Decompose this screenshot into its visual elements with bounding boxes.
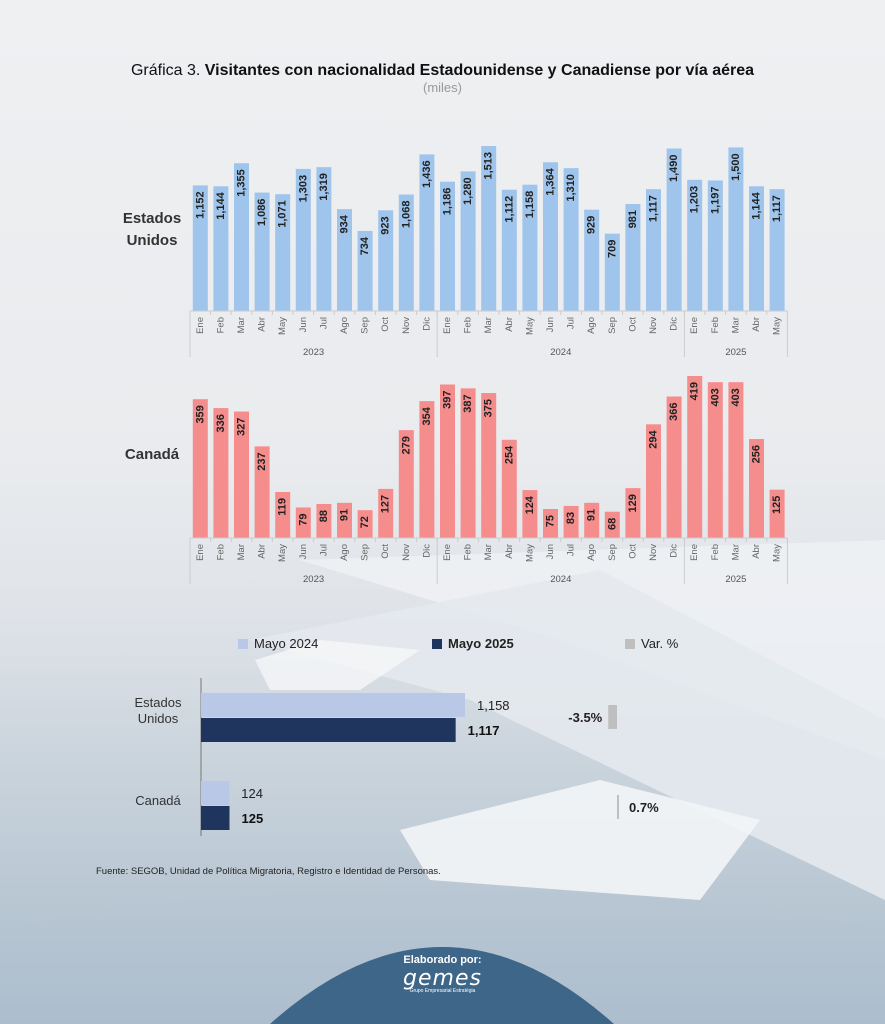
- gemes-logo: gemes: [403, 966, 482, 991]
- footer: Elaborado por: gemes Grupo Empresarial E…: [0, 954, 885, 994]
- source-note: Fuente: SEGOB, Unidad de Política Migrat…: [96, 866, 441, 877]
- chart-title: Gráfica 3. Visitantes con nacionalidad E…: [130, 62, 755, 79]
- legend-may-2025: Mayo 2025: [432, 636, 514, 651]
- legend-swatch: [625, 638, 635, 649]
- hbar-canada-label: Canadá: [135, 793, 181, 808]
- legend-may-2024: Mayo 2024: [238, 636, 318, 651]
- us-chart-label: Estados Unidos: [122, 210, 182, 249]
- footer-dome: [270, 947, 614, 1024]
- hbar-us-label: Estados Unidos: [134, 695, 182, 726]
- canada-chart-label: Canadá: [124, 446, 180, 463]
- footer-by: Elaborado por:: [403, 954, 482, 966]
- legend-swatch: [238, 638, 248, 649]
- gemes-tagline: Grupo Empresarial Estratégia: [409, 988, 476, 994]
- legend-swatch: [432, 638, 442, 649]
- chart-subtitle: (miles): [423, 80, 462, 95]
- legend-var-pct: Var. %: [625, 636, 678, 651]
